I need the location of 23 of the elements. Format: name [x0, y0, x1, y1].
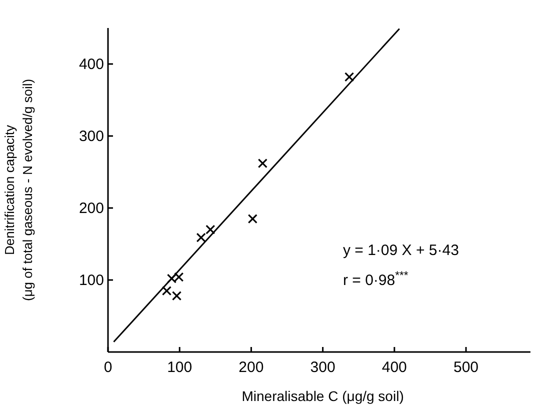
y-tick-label: 300	[78, 128, 104, 145]
point	[248, 214, 258, 224]
point	[344, 72, 354, 82]
y-tick-label: 200	[78, 200, 104, 217]
annotation: y = 1·09 X + 5·43	[343, 242, 459, 259]
x-axis-title: Mineralisable C (μg/g soil)	[242, 388, 404, 404]
y-tick-label: 100	[78, 272, 104, 289]
point	[172, 291, 182, 301]
point	[174, 272, 184, 282]
x-tick-label: 300	[310, 359, 336, 376]
point	[166, 274, 177, 284]
x-tick-label: 200	[238, 359, 264, 376]
x-tick-label: 0	[104, 359, 112, 376]
annotation: r = 0·98$^{***}$	[343, 270, 409, 289]
x-tick-label: 400	[382, 359, 407, 376]
x-tick-label: 500	[453, 359, 479, 376]
y-axis-title: Denitrification capacity (μg of total gaseous - N evolved/g soil)	[2, 78, 35, 302]
point	[162, 286, 172, 296]
x-tick-label: 100	[167, 359, 192, 376]
point	[196, 232, 206, 242]
y-tick-label: 400	[78, 56, 104, 73]
point	[258, 158, 268, 168]
point	[206, 224, 216, 234]
